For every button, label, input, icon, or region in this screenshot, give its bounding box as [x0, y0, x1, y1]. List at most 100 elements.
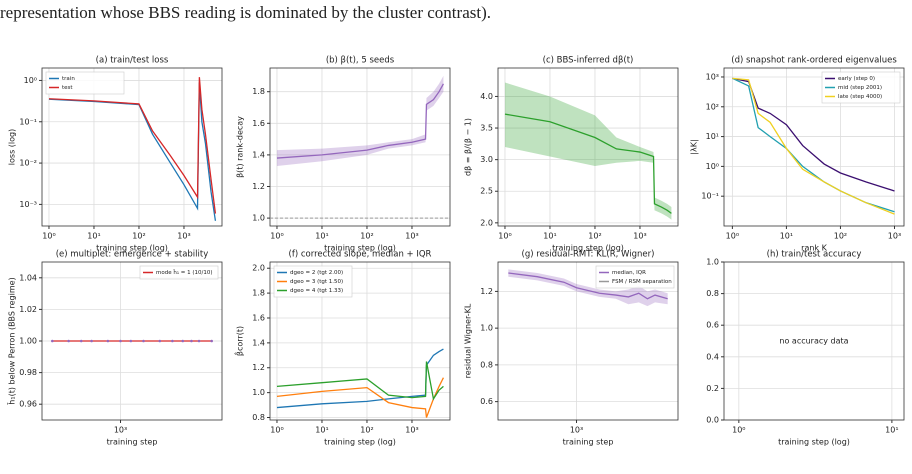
x-tick-label: 10²	[360, 426, 373, 435]
panel: 10⁰ 10¹ 0.0 0.2 0.4 0.6 0.8 1.0 (h) train/test a…	[706, 250, 905, 447]
y-tick-label: 0.2	[706, 384, 719, 393]
x-tick-label: 10³	[888, 232, 901, 241]
y-tick-label: 10¹	[706, 132, 719, 141]
x-tick-label: 10⁰	[42, 232, 55, 241]
y-tick-label: 1.0	[480, 324, 493, 333]
y-tick-label: 1.0	[252, 214, 265, 223]
y-tick-label: 1.02	[19, 305, 37, 314]
point	[210, 339, 213, 343]
y-axis-label: residual Wigner-KL	[464, 303, 473, 378]
panel-title: (e) multiplet: emergence + stability	[56, 250, 209, 260]
panel: 10⁰ 10¹ 10² 10³ 10⁻³ 10⁻² 10⁻¹ 10⁰ (a) train/tes…	[8, 56, 223, 253]
series-line	[276, 348, 444, 409]
x-tick-label: 10³	[570, 426, 583, 435]
series-line	[276, 361, 444, 401]
y-tick-label: 0.6	[706, 321, 719, 330]
y-tick-label: 0.8	[480, 360, 493, 369]
y-tick-label: 1.2	[252, 363, 265, 372]
x-tick-label: 10³	[114, 426, 127, 435]
point	[119, 339, 122, 343]
x-axis-label: training step	[563, 438, 614, 447]
point	[106, 339, 110, 343]
y-tick-label: 1.8	[252, 289, 265, 298]
x-tick-label: 10³	[405, 232, 418, 241]
x-tick-label: 10¹	[315, 426, 328, 435]
x-tick-label: 10³	[633, 232, 646, 241]
y-tick-label: 1.6	[252, 119, 265, 128]
y-tick-label: 0.98	[19, 368, 37, 377]
y-tick-label: 10⁻¹	[701, 192, 719, 201]
panel: 10⁰ 10¹ 10² 10³ 0.8 1.0 1.2 1.4 1.6 1.8 2.0 (f) cor…	[233, 250, 451, 447]
x-tick-label: 10¹	[543, 232, 556, 241]
y-tick-label: 0.96	[19, 400, 37, 409]
x-tick-label: 10³	[177, 232, 190, 241]
x-axis-label: training step (log)	[324, 438, 396, 447]
legend-label: mid (step 2001)	[838, 85, 882, 91]
y-tick-label: 1.4	[252, 338, 265, 347]
y-tick-label: 10⁻¹	[19, 117, 37, 126]
legend-label: train	[62, 76, 75, 82]
y-tick-label: 10⁻³	[19, 200, 37, 209]
y-tick-label: 1.00	[19, 337, 37, 346]
x-tick-label: 10⁰	[726, 232, 739, 241]
y-axis-label: loss (log)	[8, 129, 17, 165]
y-tick-label: 1.2	[252, 182, 265, 191]
x-tick-label: 10¹	[87, 232, 100, 241]
y-tick-label: 0.0	[706, 416, 719, 425]
y-tick-label: 0.8	[706, 289, 719, 298]
point	[51, 339, 54, 343]
panel: 10⁰ 10¹ 10² 10³ 1.0 1.2 1.4 1.6 1.8 (b) β(t), 5 s…	[236, 56, 451, 253]
series-line	[48, 82, 217, 221]
y-tick-label: 0.4	[706, 352, 719, 361]
y-tick-label: 3.5	[480, 124, 493, 133]
legend-label: mode ĥ₁ = 1 (10/10)	[156, 269, 213, 276]
point	[79, 339, 83, 343]
x-axis-label: training step (log)	[324, 244, 396, 253]
iqr-band	[504, 82, 672, 220]
y-tick-label: 1.6	[252, 313, 265, 322]
y-tick-label: 1.04	[19, 273, 37, 282]
legend-label: dgeo = 2 (tgt 2.00)	[290, 270, 343, 276]
x-tick-label: 10²	[588, 232, 601, 241]
y-tick-label: 0.8	[252, 413, 265, 422]
y-tick-label: 4.0	[480, 92, 493, 101]
point	[197, 339, 201, 343]
legend-label: dgeo = 3 (tgt 1.50)	[290, 279, 343, 285]
point	[129, 339, 133, 343]
legend-box	[139, 265, 219, 280]
y-tick-label: 3.0	[480, 155, 493, 164]
x-tick-label: 10²	[360, 232, 373, 241]
point	[190, 339, 193, 343]
series-line	[732, 77, 895, 215]
y-tick-label: 1.8	[252, 87, 265, 96]
y-tick-label: 2.0	[252, 264, 265, 273]
panel-title: (c) BBS-inferred dβ(t)	[543, 56, 634, 66]
x-axis-label: rank K	[801, 244, 827, 253]
plot-frame	[41, 67, 223, 227]
x-tick-label: 10²	[132, 232, 145, 241]
legend-label: late (step 4000)	[838, 94, 882, 100]
x-tick-label: 10⁰	[270, 426, 283, 435]
y-tick-label: 1.4	[252, 150, 265, 159]
plot-frame	[723, 67, 905, 227]
panel-title: (b) β(t), 5 seeds	[326, 56, 395, 66]
y-tick-label: 1.0	[706, 258, 719, 267]
iqr-band	[276, 75, 444, 166]
point	[181, 339, 185, 343]
y-axis-label: dβ = β/(β − 1)	[464, 118, 473, 176]
plot-frame	[41, 261, 223, 421]
panel-title: (h) train/test accuracy	[767, 250, 862, 260]
plot-frame	[723, 261, 905, 421]
series-line	[504, 113, 672, 214]
y-axis-label: |λK|	[690, 139, 699, 154]
y-axis-label: β̂corr(t)	[233, 326, 244, 356]
y-axis-label: β(t) rank-decay	[236, 116, 245, 178]
series-line	[276, 377, 445, 418]
y-tick-label: 0.6	[480, 397, 493, 406]
x-tick-label: 10⁰	[270, 232, 283, 241]
y-axis-label: ĥ₁(t) below Perron (BBS regime)	[6, 277, 17, 405]
y-tick-label: 10⁰	[706, 162, 719, 171]
y-tick-label: 2.5	[480, 187, 493, 196]
x-tick-label: 10¹	[780, 232, 793, 241]
